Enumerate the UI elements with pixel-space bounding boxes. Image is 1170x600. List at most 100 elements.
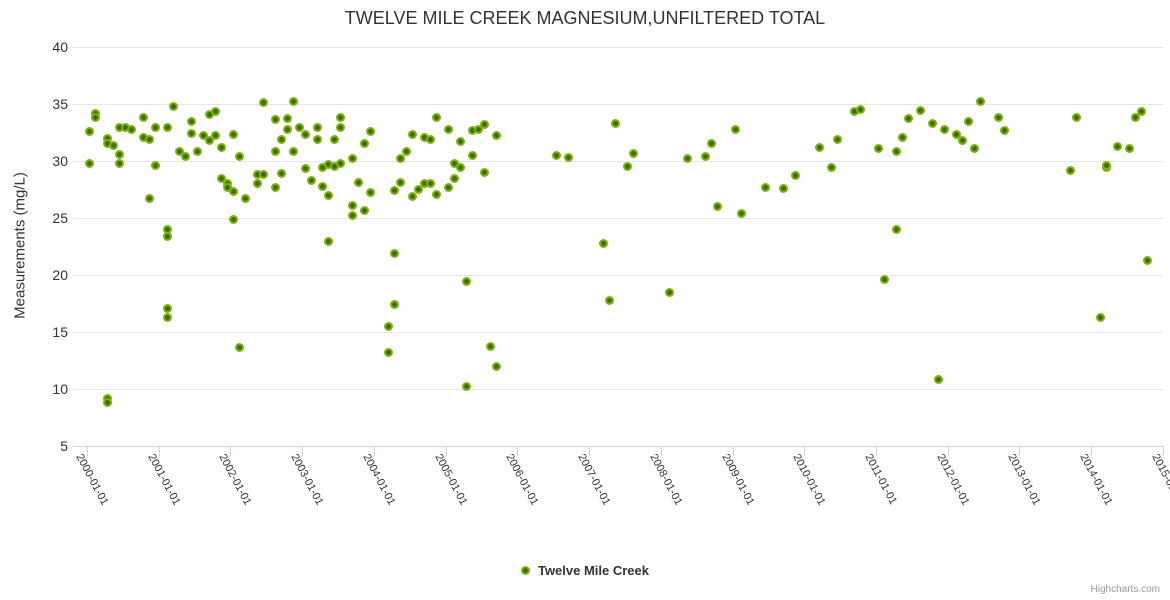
data-point[interactable] — [461, 277, 471, 287]
data-point[interactable] — [414, 185, 424, 194]
data-point[interactable] — [426, 179, 436, 189]
data-point[interactable] — [760, 182, 770, 192]
data-point[interactable] — [898, 132, 908, 142]
data-point[interactable] — [186, 129, 196, 139]
data-point[interactable] — [449, 158, 459, 168]
data-point[interactable] — [103, 133, 113, 143]
data-point[interactable] — [216, 173, 226, 183]
data-point[interactable] — [228, 214, 238, 224]
data-point[interactable] — [324, 190, 334, 200]
data-point[interactable] — [790, 171, 800, 181]
data-point[interactable] — [306, 175, 316, 185]
data-point[interactable] — [294, 123, 304, 133]
data-point[interactable] — [186, 116, 196, 126]
data-point[interactable] — [599, 238, 609, 248]
data-point[interactable] — [1065, 165, 1075, 175]
data-point[interactable] — [360, 139, 370, 149]
data-point[interactable] — [420, 179, 430, 189]
data-point[interactable] — [163, 303, 173, 313]
data-point[interactable] — [228, 187, 238, 197]
data-point[interactable] — [85, 158, 95, 168]
data-point[interactable] — [228, 130, 238, 140]
data-point[interactable] — [1071, 113, 1081, 123]
data-point[interactable] — [390, 186, 400, 196]
data-point[interactable] — [234, 151, 244, 161]
data-point[interactable] — [940, 124, 950, 134]
data-point[interactable] — [952, 130, 962, 140]
data-point[interactable] — [479, 167, 489, 177]
highcharts-credits-link[interactable]: Highcharts.com — [1090, 584, 1160, 595]
data-point[interactable] — [252, 170, 262, 180]
data-point[interactable] — [736, 208, 746, 218]
data-point[interactable] — [192, 147, 202, 157]
data-point[interactable] — [330, 134, 340, 144]
data-point[interactable] — [282, 124, 292, 134]
data-point[interactable] — [109, 140, 119, 150]
data-point[interactable] — [449, 173, 459, 183]
data-point[interactable] — [204, 109, 214, 119]
data-point[interactable] — [455, 137, 465, 147]
data-point[interactable] — [163, 231, 173, 241]
data-point[interactable] — [964, 116, 974, 126]
data-point[interactable] — [467, 150, 477, 160]
data-point[interactable] — [958, 135, 968, 145]
data-point[interactable] — [390, 248, 400, 258]
data-point[interactable] — [300, 130, 310, 140]
data-point[interactable] — [103, 398, 113, 408]
data-point[interactable] — [91, 108, 101, 118]
data-point[interactable] — [270, 115, 280, 125]
data-point[interactable] — [461, 382, 471, 392]
data-point[interactable] — [384, 348, 394, 358]
data-point[interactable] — [288, 97, 298, 107]
data-point[interactable] — [993, 113, 1003, 123]
data-point[interactable] — [258, 170, 268, 180]
data-point[interactable] — [605, 295, 615, 305]
data-point[interactable] — [707, 139, 717, 149]
data-point[interactable] — [210, 131, 220, 141]
data-point[interactable] — [683, 154, 693, 164]
data-point[interactable] — [444, 124, 454, 134]
data-point[interactable] — [348, 211, 358, 221]
data-point[interactable] — [145, 194, 155, 204]
data-point[interactable] — [420, 132, 430, 142]
legend[interactable]: Twelve Mile Creek — [0, 563, 1170, 578]
data-point[interactable] — [916, 106, 926, 116]
data-point[interactable] — [850, 107, 860, 117]
data-point[interactable] — [1113, 141, 1123, 151]
data-point[interactable] — [467, 125, 477, 135]
data-point[interactable] — [665, 287, 675, 297]
data-point[interactable] — [491, 361, 501, 371]
data-point[interactable] — [121, 123, 131, 133]
data-point[interactable] — [240, 194, 250, 204]
data-point[interactable] — [312, 123, 322, 133]
data-point[interactable] — [904, 114, 914, 124]
data-point[interactable] — [181, 151, 190, 161]
data-point[interactable] — [1095, 312, 1105, 322]
data-point[interactable] — [1101, 161, 1111, 171]
data-point[interactable] — [139, 132, 149, 142]
data-point[interactable] — [348, 154, 358, 164]
data-point[interactable] — [366, 188, 376, 198]
data-point[interactable] — [832, 134, 842, 144]
data-point[interactable] — [426, 134, 436, 144]
data-point[interactable] — [432, 189, 442, 199]
data-point[interactable] — [402, 147, 412, 157]
data-point[interactable] — [934, 375, 944, 385]
data-point[interactable] — [318, 181, 328, 191]
data-point[interactable] — [91, 113, 101, 123]
data-point[interactable] — [491, 131, 501, 141]
data-point[interactable] — [485, 342, 495, 352]
data-point[interactable] — [163, 312, 173, 322]
data-point[interactable] — [970, 143, 980, 153]
data-point[interactable] — [396, 154, 406, 164]
data-point[interactable] — [1131, 113, 1141, 123]
data-point[interactable] — [312, 134, 322, 144]
data-point[interactable] — [384, 321, 394, 331]
data-point[interactable] — [139, 113, 149, 123]
data-point[interactable] — [198, 131, 208, 141]
data-point[interactable] — [623, 162, 633, 172]
data-point[interactable] — [892, 224, 902, 234]
data-point[interactable] — [115, 123, 125, 133]
data-point[interactable] — [611, 118, 621, 128]
data-point[interactable] — [826, 163, 836, 173]
